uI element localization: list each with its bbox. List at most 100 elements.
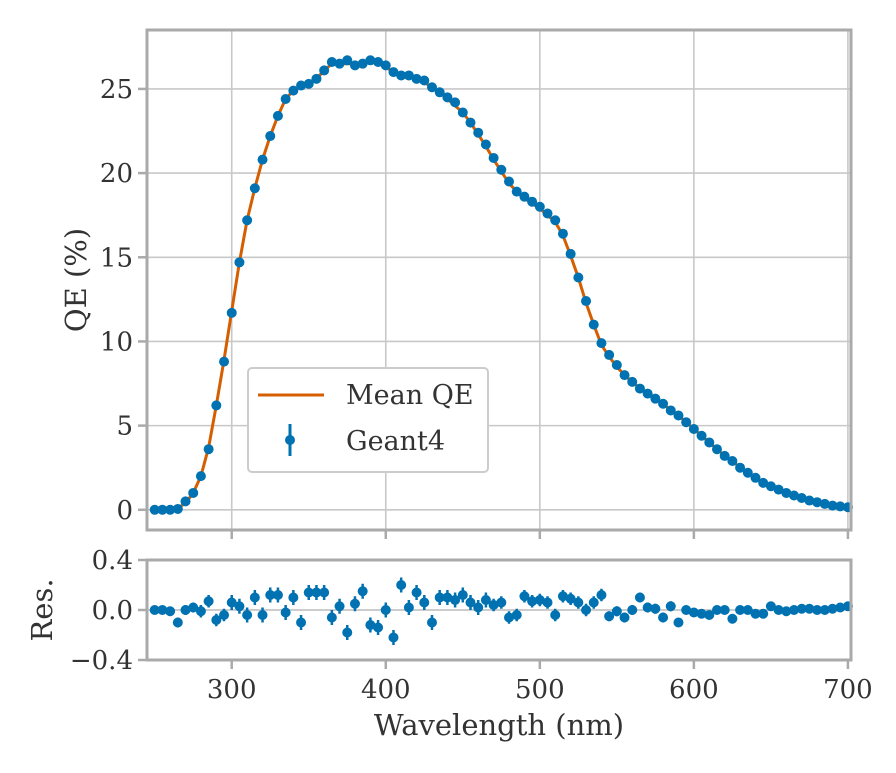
- residual-point: [758, 608, 769, 619]
- residual-point: [534, 595, 545, 605]
- residual-point: [627, 605, 638, 615]
- residual-point: [403, 602, 414, 613]
- geant4-point: [219, 356, 230, 367]
- main-ytick-label-3: 15: [100, 243, 133, 273]
- legend-entry-mean-qe: Mean QE: [346, 380, 474, 411]
- residual-point: [265, 590, 276, 600]
- residual-point: [488, 600, 499, 610]
- geant4-point: [419, 75, 430, 86]
- main-ticks: 0 5 10 15 20 25: [100, 75, 850, 539]
- residual-point: [719, 605, 730, 615]
- residual-point: [673, 617, 684, 628]
- residual-point: [349, 598, 360, 609]
- geant4-point: [573, 272, 584, 283]
- geant4-point: [773, 484, 784, 495]
- geant4-point: [380, 60, 391, 71]
- geant4-point: [727, 455, 738, 466]
- geant4-point: [557, 228, 568, 239]
- geant4-point: [442, 92, 453, 103]
- residual-point: [342, 627, 353, 638]
- geant4-point: [288, 85, 299, 96]
- residual-point: [373, 622, 384, 633]
- geant4-point: [257, 154, 268, 165]
- residual-point: [234, 601, 245, 612]
- geant4-point: [742, 467, 753, 478]
- residual-point: [519, 591, 530, 602]
- geant4-point: [334, 58, 345, 69]
- geant4-point: [473, 127, 484, 138]
- residual-point: [473, 602, 484, 613]
- geant4-point: [265, 131, 276, 142]
- geant4-point: [688, 423, 699, 434]
- residual-point: [457, 590, 468, 600]
- residual-point: [319, 587, 330, 598]
- residual-point: [611, 606, 622, 617]
- residual-point: [765, 601, 776, 612]
- geant4-point: [496, 164, 507, 175]
- geant4-point: [527, 196, 538, 207]
- residual-point: [681, 605, 692, 615]
- geant4-point: [157, 504, 168, 515]
- residual-point: [588, 597, 599, 608]
- residual-point: [480, 595, 491, 605]
- geant4-point: [149, 504, 160, 515]
- geant4-point: [242, 215, 253, 226]
- geant4-point: [581, 296, 592, 307]
- residual-point: [272, 590, 283, 600]
- residual-point: [157, 605, 168, 615]
- xtick-label-2: 500: [515, 675, 565, 705]
- residual-point: [527, 596, 538, 607]
- geant4-point: [342, 55, 353, 66]
- geant4-point: [665, 405, 676, 416]
- residual-point: [165, 606, 176, 617]
- residual-point: [188, 602, 199, 613]
- residual-y-axis-label: Res.: [25, 578, 59, 641]
- geant4-point: [789, 490, 800, 501]
- residual-point: [419, 597, 430, 608]
- residual-point: [804, 603, 815, 614]
- geant4-point: [719, 450, 730, 461]
- residual-point: [442, 592, 453, 603]
- residual-point: [735, 605, 746, 615]
- geant4-point: [827, 500, 838, 511]
- residual-point: [812, 605, 823, 615]
- residual-point: [311, 587, 322, 598]
- geant4-point: [634, 383, 645, 394]
- geant4-point: [211, 400, 222, 411]
- xtick-label-4: 700: [823, 675, 873, 705]
- residual-point: [704, 610, 715, 620]
- geant4-point: [611, 360, 622, 371]
- residual-point: [195, 606, 206, 617]
- geant4-point: [349, 60, 360, 71]
- geant4-point: [704, 437, 715, 448]
- geant4-point: [812, 497, 823, 508]
- geant4-point: [303, 78, 314, 89]
- geant4-point: [457, 107, 468, 118]
- main-ytick-label-5: 25: [100, 75, 133, 105]
- geant4-point: [188, 487, 199, 498]
- residual-point: [434, 592, 445, 603]
- residual-point: [203, 596, 214, 607]
- geant4-point: [195, 471, 206, 482]
- residual-point: [226, 597, 237, 608]
- geant4-point: [750, 472, 761, 483]
- residual-point: [296, 617, 307, 628]
- residual-point: [688, 607, 699, 618]
- geant4-point: [588, 319, 599, 330]
- residual-point: [326, 612, 337, 623]
- geant4-point: [434, 87, 445, 98]
- geant4-point: [758, 477, 769, 488]
- residual-point: [557, 591, 568, 602]
- geant4-point: [711, 444, 722, 455]
- geant4-point: [272, 110, 283, 121]
- geant4-point: [681, 417, 692, 428]
- residual-point: [596, 590, 607, 600]
- geant4-point: [596, 338, 607, 349]
- residual-point: [542, 597, 553, 608]
- residual-point: [280, 607, 291, 618]
- residual-point: [257, 610, 268, 620]
- geant4-point: [388, 67, 399, 78]
- residual-point: [396, 580, 407, 590]
- geant4-point: [296, 80, 307, 91]
- residual-point: [658, 612, 669, 623]
